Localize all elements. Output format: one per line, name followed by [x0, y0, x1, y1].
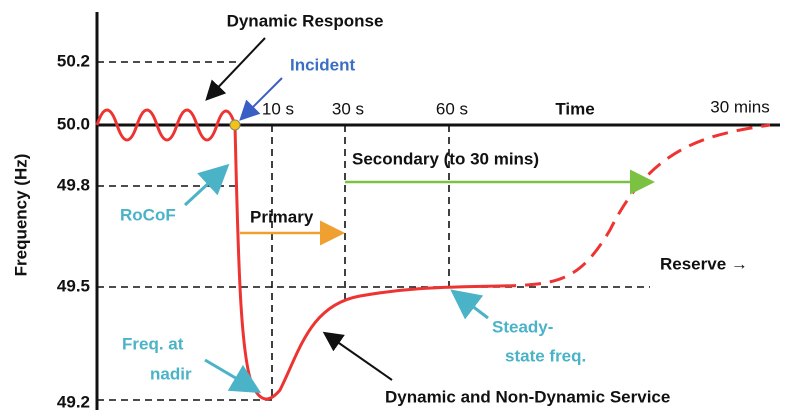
arrow	[205, 37, 266, 101]
recovery-curve	[499, 123, 771, 288]
x-tick-label: 30 mins	[710, 97, 770, 116]
arrow	[204, 358, 262, 394]
x-tick-label: 60 s	[436, 99, 468, 118]
y-tick-label: 50.2	[57, 51, 90, 70]
y-axis-label: Frequency (Hz)	[11, 154, 30, 277]
incident-label: Incident	[290, 55, 356, 74]
primary-label: Primary	[250, 207, 314, 226]
x-axis-label: Time	[555, 99, 594, 118]
y-tick-label: 50.0	[57, 114, 90, 133]
reserve-label: Reserve →	[660, 254, 748, 273]
steady-label: Steady-	[492, 317, 553, 336]
arrow	[450, 289, 489, 320]
frequency-curve	[233, 124, 501, 401]
secondary-label: Secondary (to 30 mins)	[352, 149, 539, 168]
y-tick-label: 49.8	[57, 175, 90, 194]
x-tick-label: 30 s	[332, 99, 364, 118]
steady-label: state freq.	[505, 346, 586, 365]
service-label: Dynamic and Non-Dynamic Service	[385, 387, 670, 406]
arrow	[239, 77, 283, 121]
arrow	[322, 331, 393, 381]
nadir-label: Freq. at	[122, 334, 184, 353]
oscillation	[95, 108, 237, 142]
y-tick-label: 49.5	[57, 276, 90, 295]
title: Dynamic Response	[227, 11, 384, 30]
nadir-label: nadir	[150, 364, 192, 383]
rocof-label: RoCoF	[120, 205, 176, 224]
y-tick-label: 49.2	[57, 392, 90, 411]
x-tick-label: 10 s	[262, 99, 294, 118]
arrow	[183, 163, 230, 207]
incident-point	[229, 119, 241, 131]
